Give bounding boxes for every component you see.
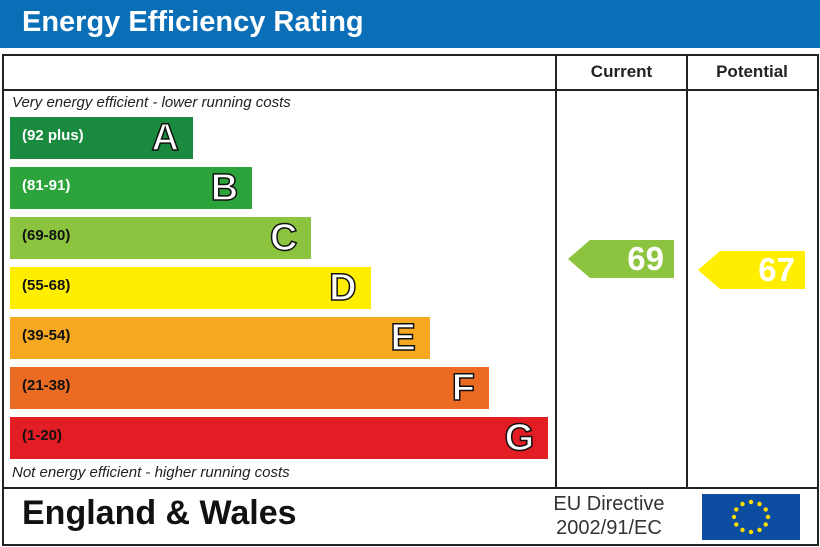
star-icon	[748, 529, 754, 535]
band-b: (81-91) B	[10, 166, 253, 210]
band-letter: G	[504, 416, 535, 460]
potential-rating-value: 67	[758, 251, 795, 288]
band-range: (81-91)	[22, 177, 71, 194]
chart-title: Energy Efficiency Rating	[22, 6, 364, 38]
band-range: (69-80)	[22, 227, 71, 244]
directive-line2: 2002/91/EC	[556, 517, 662, 539]
star-icon	[757, 501, 762, 507]
star-icon	[734, 522, 739, 527]
current-column-header: Current	[590, 62, 653, 81]
star-icon	[731, 514, 737, 520]
star-icon	[763, 507, 768, 512]
band-g: (1-20) G	[10, 416, 549, 460]
band-letter: C	[269, 216, 298, 260]
band-f: (21-38) F	[10, 366, 489, 410]
region-label: England & Wales	[22, 494, 297, 532]
column-divider	[686, 54, 688, 489]
band-d: (55-68) D	[10, 266, 371, 310]
potential-rating-arrow: 67	[698, 251, 805, 289]
directive-line1: EU Directive	[553, 493, 665, 515]
current-rating-arrow: 69	[568, 240, 674, 278]
star-icon	[748, 499, 754, 505]
footer-divider	[2, 487, 817, 489]
top-note: Very energy efficient - lower running co…	[12, 94, 291, 111]
rating-frame	[2, 54, 819, 546]
eu-flag-icon	[702, 494, 800, 540]
star-icon	[740, 527, 745, 533]
eu-directive: EU Directive 2002/91/EC	[528, 492, 690, 540]
header-bar	[0, 0, 820, 48]
band-c: (69-80) C	[10, 216, 312, 260]
current-rating-value: 69	[627, 240, 664, 277]
band-letter: A	[151, 116, 180, 160]
band-letter: D	[328, 266, 357, 310]
band-letter: B	[210, 166, 239, 210]
header-divider	[2, 89, 817, 91]
band-a: (92 plus) A	[10, 116, 193, 160]
star-icon	[763, 522, 768, 527]
band-range: (55-68)	[22, 277, 71, 294]
star-icon	[740, 501, 745, 507]
potential-column-header: Potential	[716, 62, 788, 81]
star-icon	[734, 507, 739, 512]
bottom-note: Not energy efficient - higher running co…	[12, 464, 290, 481]
star-icon	[757, 527, 762, 533]
band-e: (39-54) E	[10, 316, 430, 360]
star-icon	[765, 514, 771, 520]
band-range: (21-38)	[22, 377, 71, 394]
band-letter: F	[451, 366, 476, 410]
band-letter: E	[390, 316, 417, 360]
band-range: (39-54)	[22, 327, 71, 344]
band-range: (92 plus)	[22, 127, 84, 144]
band-range: (1-20)	[22, 427, 63, 444]
column-divider	[555, 54, 557, 489]
